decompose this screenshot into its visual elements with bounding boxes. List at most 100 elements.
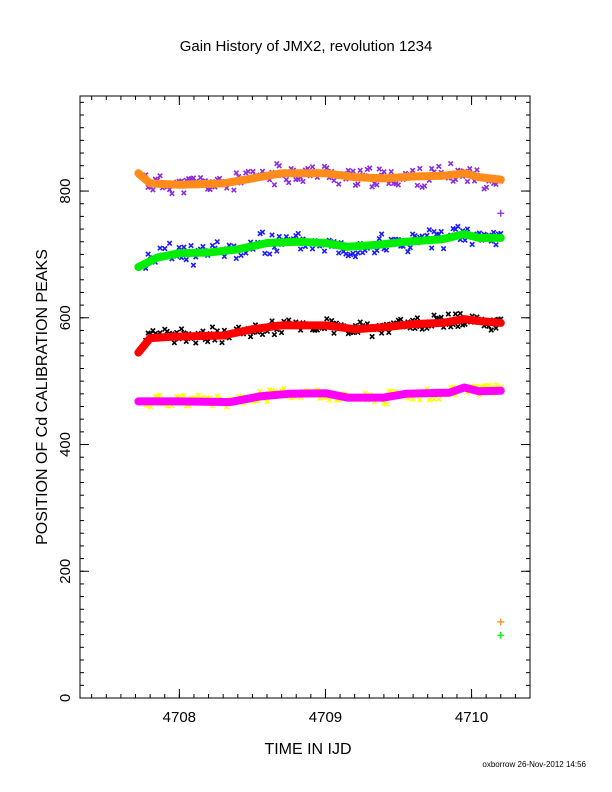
data-point xyxy=(259,229,266,235)
data-point xyxy=(409,167,416,174)
outlier-point xyxy=(497,631,505,639)
data-point xyxy=(407,244,413,251)
data-point xyxy=(178,326,185,332)
data-point xyxy=(436,396,442,403)
data-point xyxy=(171,339,178,346)
data-point xyxy=(250,168,256,175)
data-point xyxy=(455,323,461,330)
y-tick-label: 0 xyxy=(57,694,74,702)
data-point xyxy=(300,178,306,185)
data-point xyxy=(331,177,337,184)
plot-marks xyxy=(134,160,505,639)
data-point xyxy=(386,329,392,336)
data-point xyxy=(431,312,437,318)
footer-stamp: oxborrow 26-Nov-2012 14:56 xyxy=(482,760,586,769)
data-point xyxy=(204,338,211,345)
data-point xyxy=(474,167,480,173)
data-point xyxy=(438,228,444,235)
data-point xyxy=(483,184,490,191)
data-point xyxy=(219,339,225,346)
data-point xyxy=(147,404,154,410)
data-point xyxy=(247,334,254,340)
data-point xyxy=(264,398,271,405)
data-point xyxy=(426,397,433,403)
x-tick-label: 4709 xyxy=(309,709,342,726)
data-point xyxy=(488,327,495,333)
data-point xyxy=(309,246,316,252)
data-point xyxy=(383,247,390,253)
data-point xyxy=(464,178,471,185)
data-point xyxy=(271,182,278,188)
data-point xyxy=(383,401,390,407)
data-point xyxy=(233,255,240,262)
data-point xyxy=(262,250,268,257)
data-point xyxy=(183,256,190,263)
data-point xyxy=(395,182,402,188)
y-tick-label: 200 xyxy=(57,559,74,584)
data-point xyxy=(352,253,359,260)
data-point xyxy=(457,310,464,317)
data-point xyxy=(181,244,187,250)
data-point xyxy=(157,392,163,399)
data-point xyxy=(274,248,280,254)
x-axis-label: TIME IN IJD xyxy=(264,741,351,758)
data-point xyxy=(428,245,435,251)
data-point xyxy=(297,246,304,252)
data-point xyxy=(150,187,156,193)
data-point xyxy=(193,340,199,346)
data-point xyxy=(426,227,433,233)
data-point xyxy=(374,247,380,254)
data-point xyxy=(357,319,363,325)
data-point xyxy=(355,250,361,256)
data-point xyxy=(145,251,151,257)
data-point xyxy=(467,165,473,172)
outlier-point xyxy=(497,618,505,626)
data-point xyxy=(369,333,375,340)
data-point xyxy=(238,252,244,259)
data-point xyxy=(271,331,278,338)
data-point xyxy=(176,244,182,251)
data-point xyxy=(381,168,387,175)
x-tick-label: 4708 xyxy=(163,709,196,726)
data-point xyxy=(335,181,342,187)
data-point xyxy=(440,245,447,252)
data-point xyxy=(326,397,332,403)
data-point xyxy=(276,233,282,240)
data-point xyxy=(157,172,163,179)
data-point xyxy=(166,240,173,247)
data-point xyxy=(414,315,421,321)
data-point xyxy=(397,316,404,323)
data-point xyxy=(269,318,275,324)
data-point xyxy=(266,251,273,257)
data-point xyxy=(416,397,423,403)
data-point xyxy=(331,330,337,336)
data-point xyxy=(181,392,187,399)
data-point xyxy=(388,168,394,175)
data-point xyxy=(469,241,475,248)
x-tick-label: 4710 xyxy=(455,709,488,726)
plot-frame xyxy=(79,95,531,699)
data-point xyxy=(436,163,442,170)
y-axis-label: POSITION OF Cd CALIBRATION PEAKS xyxy=(34,249,51,545)
data-point xyxy=(490,229,497,236)
data-point xyxy=(200,243,206,250)
data-point xyxy=(321,248,328,254)
data-point xyxy=(416,165,423,172)
data-point xyxy=(231,187,237,193)
data-point xyxy=(366,165,373,171)
data-point xyxy=(421,183,428,189)
data-point xyxy=(378,330,385,336)
y-tick-label: 400 xyxy=(57,432,74,457)
data-point xyxy=(285,179,292,186)
data-point xyxy=(455,223,461,230)
fit-line-0 xyxy=(134,169,505,189)
data-point xyxy=(157,245,163,251)
data-point xyxy=(405,248,411,255)
data-point xyxy=(374,182,380,188)
data-point xyxy=(355,181,361,187)
data-point xyxy=(452,311,459,317)
data-point xyxy=(197,174,204,181)
data-point xyxy=(295,230,302,237)
data-point xyxy=(414,182,421,189)
data-point xyxy=(309,164,316,170)
